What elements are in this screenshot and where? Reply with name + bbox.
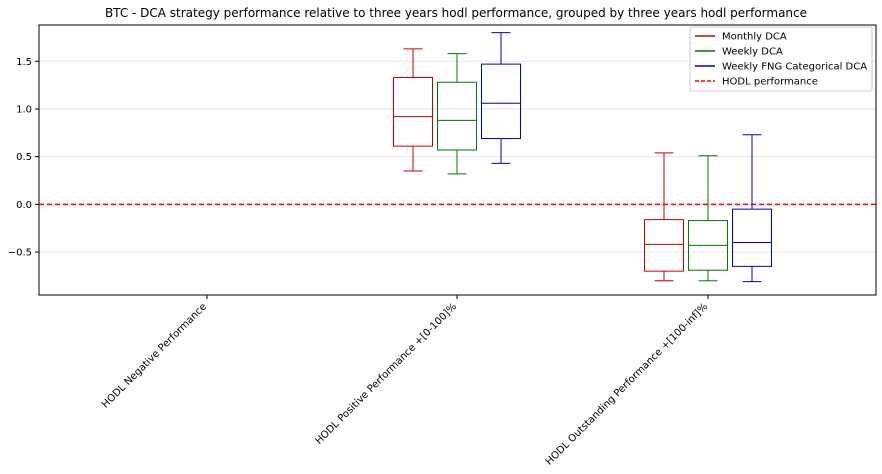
box-body [481, 63, 521, 140]
legend-label: Monthly DCA [722, 32, 787, 43]
box-body [644, 219, 684, 272]
box [732, 134, 772, 283]
legend-label: Weekly FNG Categorical DCA [722, 62, 867, 73]
x-axis: HODL Negative Performance HODL Positive P… [100, 295, 710, 468]
x-tick-label: HODL Negative Performance [100, 301, 209, 410]
legend-frame [689, 26, 873, 92]
box [688, 155, 728, 282]
box-body [437, 81, 477, 151]
x-tick-label: HODL Positive Performance +[0-100]% [314, 301, 460, 447]
box-layer [393, 32, 772, 283]
box [437, 53, 477, 175]
box-body [393, 76, 433, 147]
legend-label: Weekly DCA [722, 47, 783, 58]
y-tick-label: 1.0 [16, 104, 32, 115]
box-body [732, 208, 772, 267]
x-tick-label: HODL Outstanding Performance +[100-inf]% [544, 301, 710, 467]
y-tick-label: −0.5 [8, 248, 32, 259]
legend: Monthly DCA Weekly DCA Weekly FNG Categori… [689, 26, 873, 92]
chart-title: BTC - DCA strategy performance relative … [105, 6, 807, 20]
y-tick-label: 0.5 [16, 152, 32, 163]
box [393, 48, 433, 172]
y-tick-label: 0.0 [16, 200, 32, 211]
y-axis: −0.5 0.0 0.5 1.0 1.5 [8, 57, 39, 259]
y-tick-label: 1.5 [16, 57, 32, 68]
box [481, 32, 521, 164]
legend-label: HODL performance [722, 77, 818, 88]
box [644, 152, 684, 282]
